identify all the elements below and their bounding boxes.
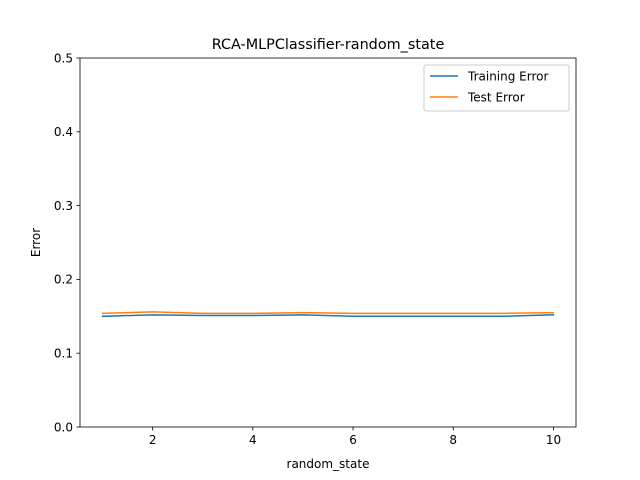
series-layer (101, 311, 555, 318)
legend-box (423, 64, 570, 112)
y-tick-label: 0.0 (54, 420, 73, 434)
plot-background (80, 58, 576, 427)
x-axis-label: random_state (287, 457, 370, 471)
series-line-test-error (101, 311, 555, 315)
x-tick-label: 2 (149, 433, 157, 447)
legend: Training Error Test Error (423, 64, 570, 112)
x-tick-label: 6 (349, 433, 357, 447)
x-tick-label: 8 (449, 433, 457, 447)
plot-area: 2 4 6 8 100.00.10.20.30.40.5 Training ErrorT… (54, 51, 577, 447)
axes-spines (79, 57, 577, 428)
y-axis-label: Error (29, 228, 43, 257)
y-tick-label: 0.4 (54, 125, 73, 139)
y-tick-label: 0.5 (54, 51, 73, 65)
x-tick-label: 10 (546, 433, 561, 447)
y-tick-label: 0.3 (54, 199, 73, 213)
chart-title: RCA-MLPClassifier-random_state (212, 37, 445, 53)
x-tick-label: 4 (249, 433, 257, 447)
axes-layer: 2 4 6 8 10 0.0 0.1 0.2 0.3 0.4 0.5 (54, 51, 577, 447)
legend-label-training-error: Training Error (467, 69, 548, 83)
series-line-training-error (101, 314, 555, 318)
legend-label-test-error: Test Error (467, 90, 525, 104)
y-tick-label: 0.1 (54, 347, 73, 361)
y-tick-label: 0.2 (54, 273, 73, 287)
